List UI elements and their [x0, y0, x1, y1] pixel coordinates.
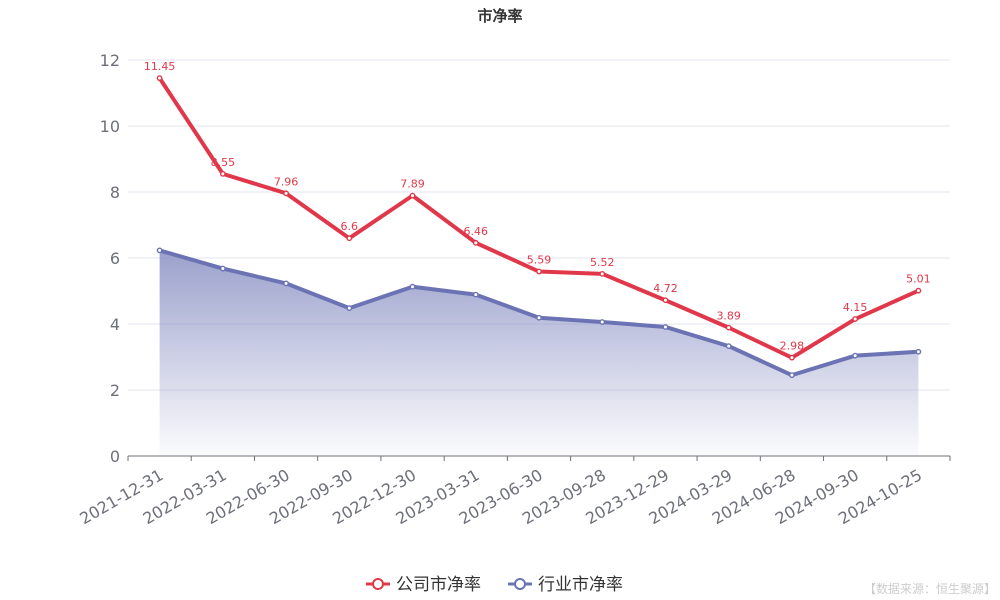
y-tick-label: 12	[100, 51, 120, 70]
company-data-label: 4.15	[843, 301, 868, 314]
industry-point[interactable]	[409, 283, 416, 290]
company-data-label: 5.01	[906, 273, 931, 286]
company-data-label: 5.59	[527, 254, 552, 267]
y-tick-label: 2	[110, 381, 120, 400]
chart-title: 市净率	[477, 7, 522, 25]
company-point[interactable]	[599, 270, 606, 277]
legend-item-industry[interactable]: 行业市净率	[508, 575, 623, 595]
company-point[interactable]	[725, 324, 732, 331]
company-point[interactable]	[915, 287, 922, 294]
company-data-label: 4.72	[653, 282, 678, 295]
company-point[interactable]	[789, 354, 795, 361]
company-point[interactable]	[409, 192, 416, 199]
industry-point[interactable]	[852, 352, 859, 359]
company-data-label: 8.55	[211, 156, 236, 169]
company-data-label: 3.89	[716, 310, 741, 323]
source-note: 【数据来源：恒生聚源】	[863, 582, 996, 596]
y-tick-label: 6	[110, 249, 120, 268]
company-data-label: 7.96	[274, 175, 299, 188]
industry-point[interactable]	[789, 372, 795, 379]
industry-point[interactable]	[283, 280, 289, 287]
company-point[interactable]	[156, 75, 163, 82]
legend-swatch-marker	[372, 578, 384, 590]
company-data-label: 7.89	[400, 178, 425, 191]
company-point[interactable]	[219, 170, 226, 177]
y-tick-label: 4	[110, 315, 120, 334]
company-point[interactable]	[852, 316, 859, 322]
industry-point[interactable]	[346, 305, 353, 312]
legend-label: 公司市净率	[396, 575, 481, 595]
y-tick-label: 10	[100, 117, 120, 136]
area	[159, 250, 919, 456]
legend[interactable]: 公司市净率 行业市净率	[366, 575, 623, 595]
industry-point[interactable]	[915, 348, 922, 355]
industry-point[interactable]	[156, 247, 163, 254]
industry-point[interactable]	[662, 324, 669, 330]
industry-point[interactable]	[219, 265, 226, 272]
industry-point[interactable]	[599, 319, 606, 325]
company-data-label: 5.52	[590, 256, 615, 269]
y-tick-label: 0	[110, 447, 120, 466]
legend-label: 行业市净率	[538, 575, 623, 595]
company-point[interactable]	[472, 239, 479, 246]
company-point[interactable]	[662, 297, 669, 304]
legend-swatch-marker	[514, 578, 526, 590]
industry-point[interactable]	[536, 314, 542, 321]
data-labels: 11.45 8.55 7.96 6.6 7.89 6.46 5.59 5.52 4.72 3.89…	[144, 60, 931, 353]
company-data-label: 6.46	[464, 225, 489, 238]
industry-point[interactable]	[725, 343, 732, 350]
lines	[156, 75, 922, 379]
legend-item-company[interactable]: 公司市净率	[366, 575, 481, 595]
company-data-label: 11.45	[144, 60, 176, 73]
company-data-label: 2.98	[780, 340, 805, 353]
company-point[interactable]	[283, 190, 289, 197]
company-data-label: 6.6	[341, 220, 359, 233]
industry-area	[159, 250, 919, 456]
industry-point[interactable]	[472, 291, 479, 298]
company-point[interactable]	[536, 268, 542, 275]
y-tick-label: 8	[110, 183, 120, 202]
company-point[interactable]	[346, 235, 353, 242]
